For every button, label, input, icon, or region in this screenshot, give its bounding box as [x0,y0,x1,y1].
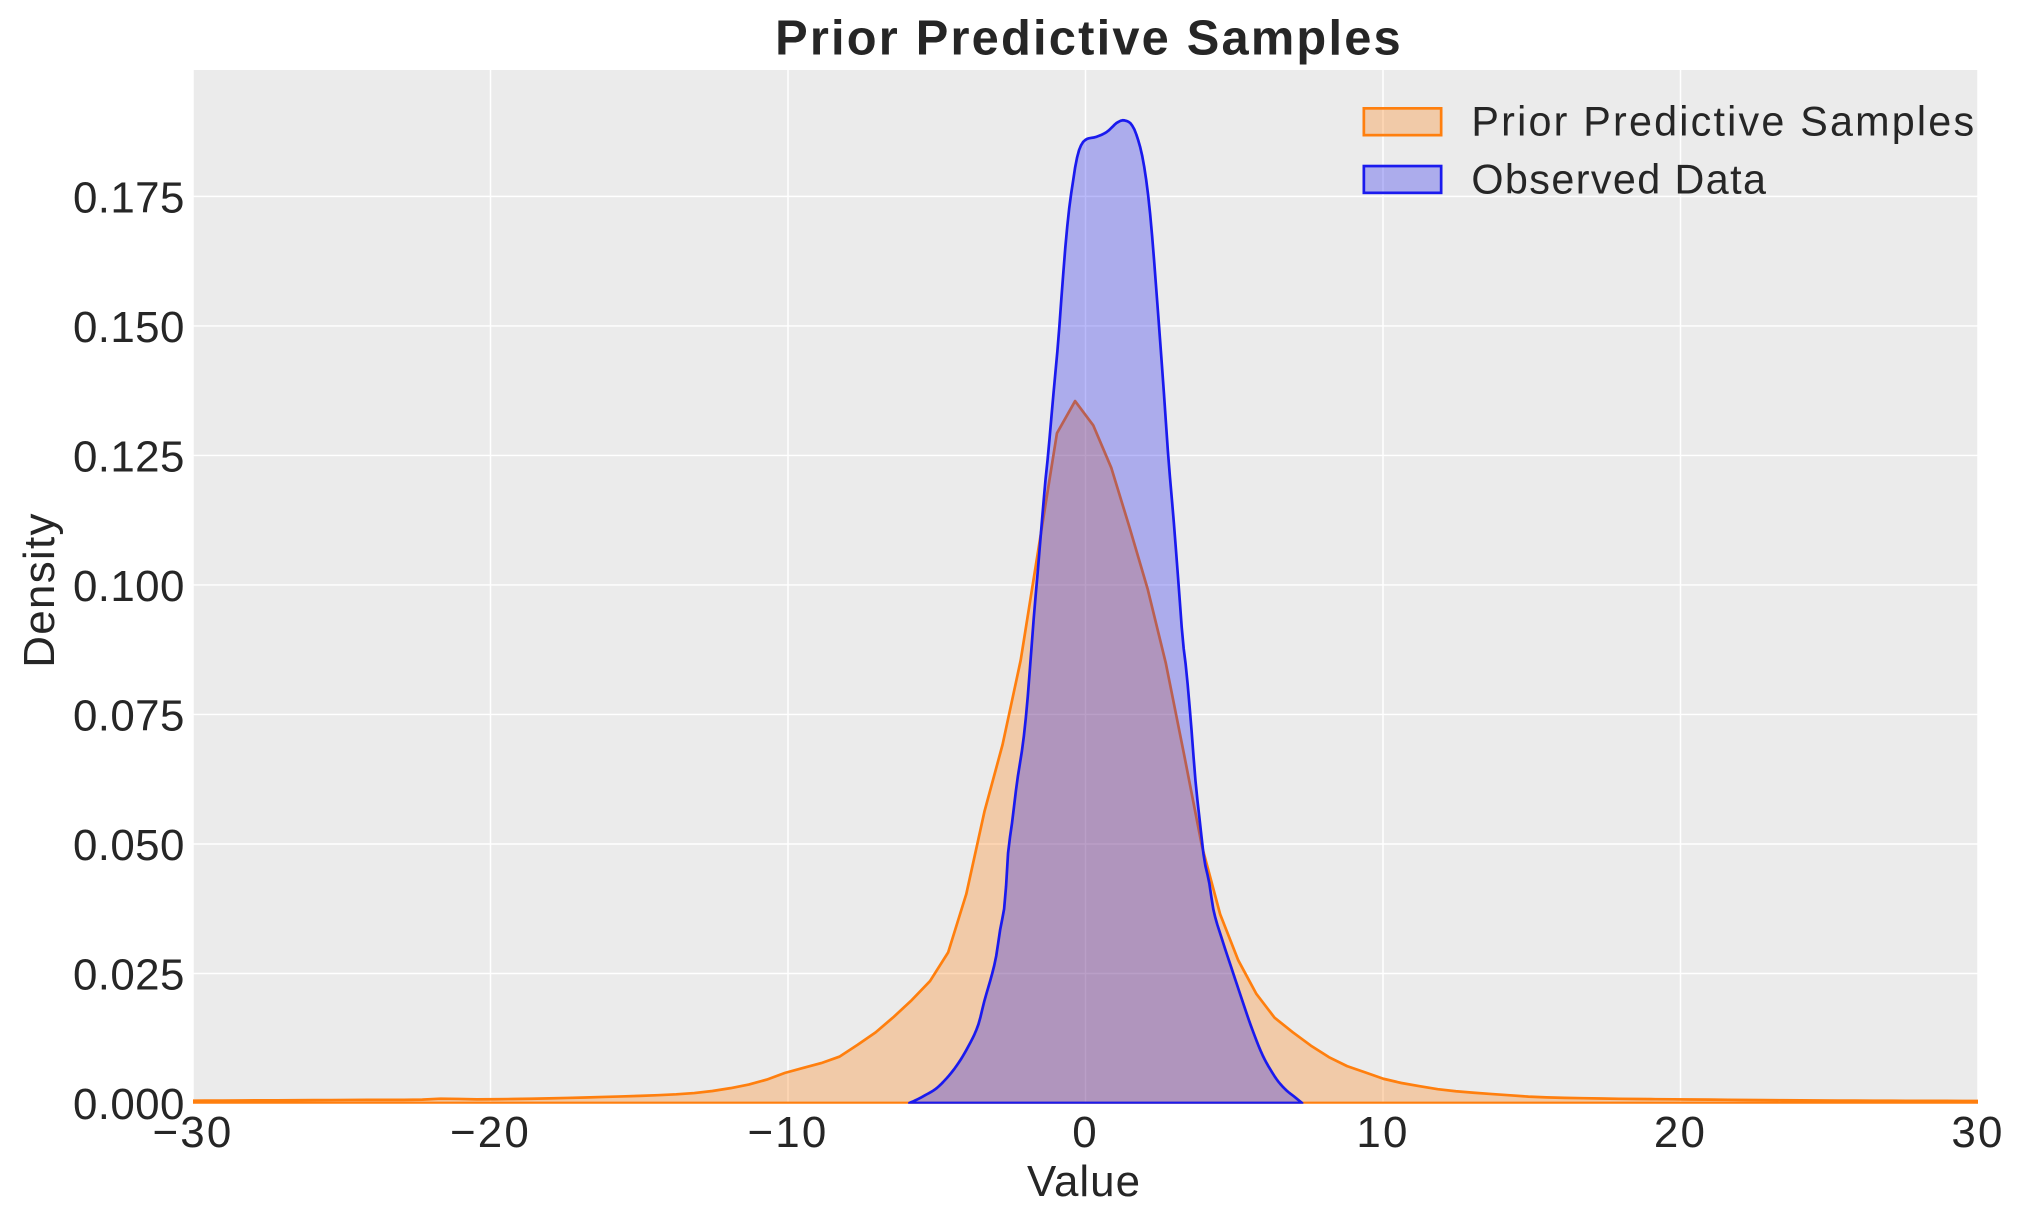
svg-text:0.000: 0.000 [73,1080,185,1129]
svg-text:0.150: 0.150 [73,303,185,352]
svg-text:Prior Predictive Samples: Prior Predictive Samples [775,12,1403,66]
svg-text:Prior Predictive Samples: Prior Predictive Samples [1471,99,1976,145]
svg-text:−20: −20 [450,1108,531,1157]
svg-text:30: 30 [1951,1108,2004,1157]
svg-text:0.025: 0.025 [73,950,185,999]
svg-text:0.050: 0.050 [73,821,185,870]
svg-text:0: 0 [1072,1108,1099,1157]
svg-text:Value: Value [1027,1157,1141,1206]
svg-text:20: 20 [1654,1108,1707,1157]
svg-text:10: 10 [1356,1108,1409,1157]
svg-text:−10: −10 [747,1108,828,1157]
svg-text:0.100: 0.100 [73,562,185,611]
svg-text:0.175: 0.175 [73,173,185,222]
svg-text:0.075: 0.075 [73,691,185,740]
svg-text:Density: Density [15,512,64,667]
svg-text:0.125: 0.125 [73,432,185,481]
svg-text:Observed Data: Observed Data [1471,156,1767,202]
svg-text:−30: −30 [152,1108,233,1157]
